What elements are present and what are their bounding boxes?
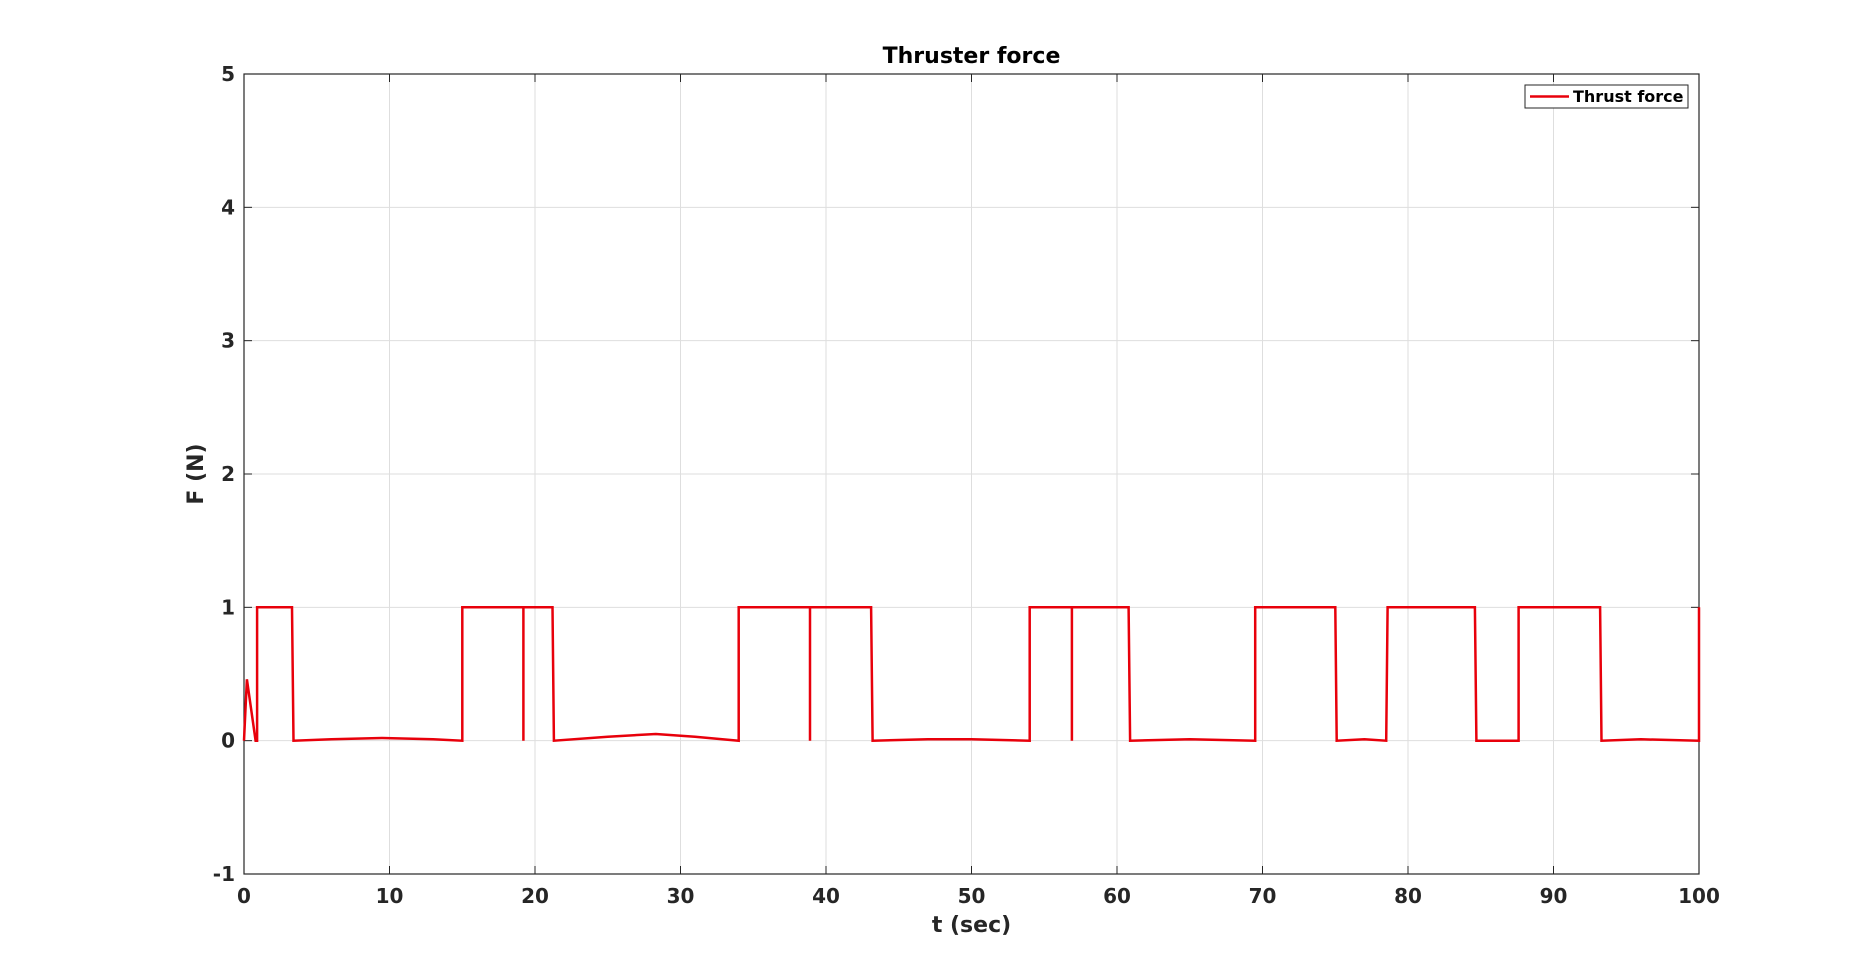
x-tick-label: 80 xyxy=(1394,884,1422,908)
y-tick-label: 5 xyxy=(221,62,235,86)
legend-box xyxy=(1524,84,1689,109)
x-tick-label: 20 xyxy=(521,884,549,908)
legend-label-thrust-force: Thrust force xyxy=(1573,87,1684,106)
x-axis-label: t (sec) xyxy=(932,913,1011,938)
x-tick-label: 100 xyxy=(1678,884,1720,908)
y-axis-label: F (N) xyxy=(184,443,209,504)
x-tick-label: 30 xyxy=(667,884,695,908)
chart-title: Thruster force xyxy=(883,44,1061,69)
y-tick-label: 0 xyxy=(221,729,235,753)
series-layer xyxy=(242,606,1701,743)
grid-layer xyxy=(244,74,1699,874)
x-tick-label: 40 xyxy=(812,884,840,908)
x-tick-label: 90 xyxy=(1540,884,1568,908)
series-line-thrust-force xyxy=(242,606,1701,743)
x-tick-label: 10 xyxy=(376,884,404,908)
x-tick-label: 50 xyxy=(958,884,986,908)
x-tick-label: 70 xyxy=(1249,884,1277,908)
y-tick-label: -1 xyxy=(213,862,235,886)
x-tick-label: 0 xyxy=(237,884,251,908)
legend: Thrust force xyxy=(1524,84,1689,109)
y-tick-label: 3 xyxy=(221,329,235,353)
y-tick-label: 2 xyxy=(221,462,235,486)
y-tick-label: 4 xyxy=(221,195,235,219)
x-tick-label: 60 xyxy=(1103,884,1131,908)
y-tick-label: 1 xyxy=(221,595,235,619)
